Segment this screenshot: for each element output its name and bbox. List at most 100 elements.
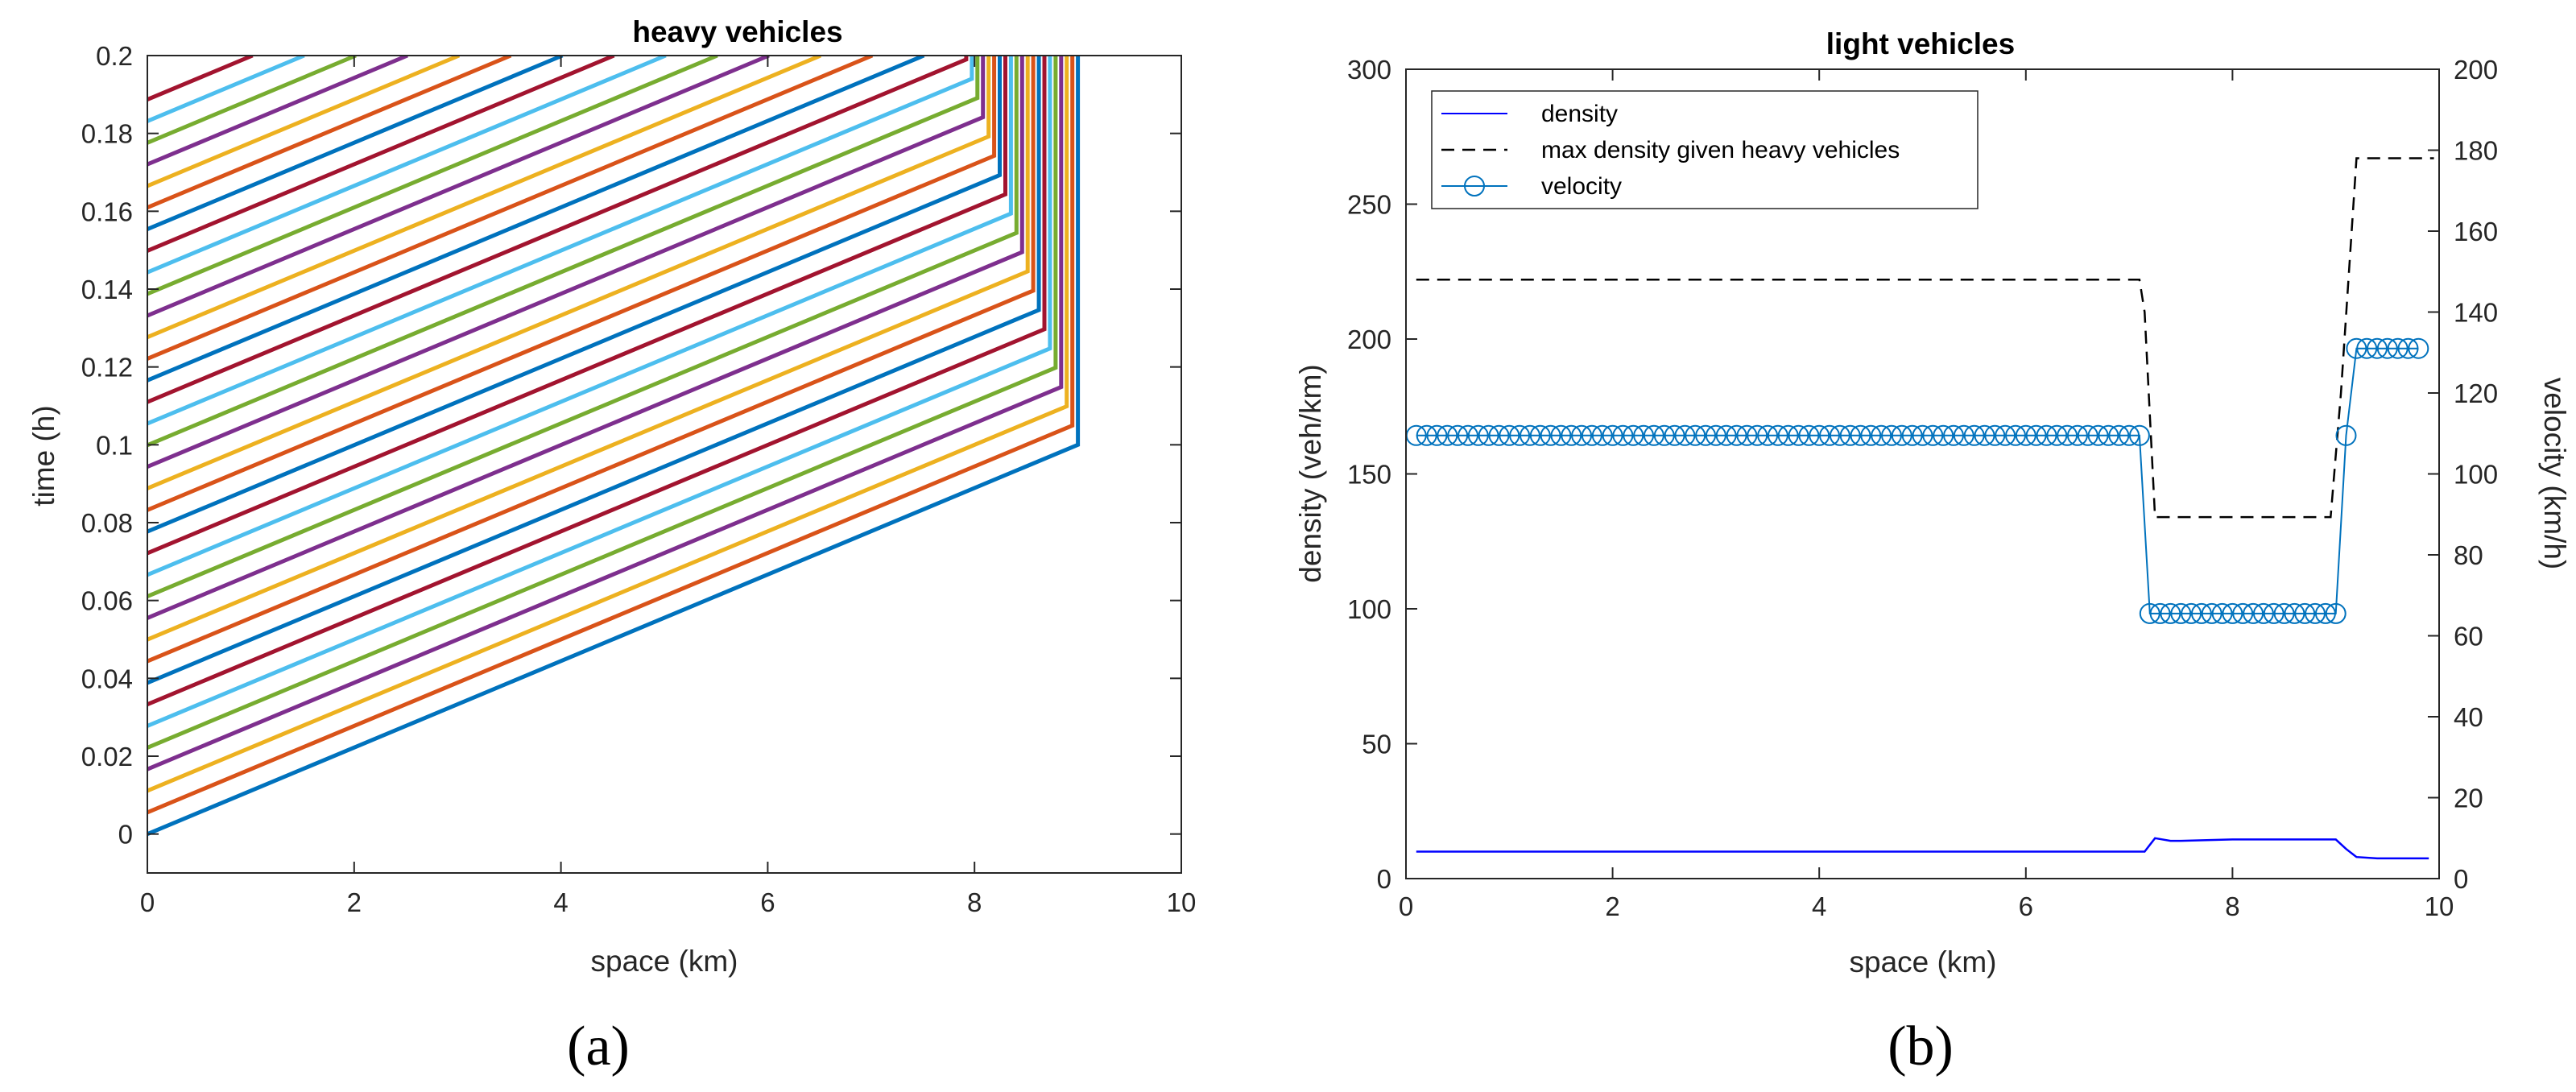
legend-box: [1431, 90, 1979, 209]
velocity-point: [2036, 424, 2057, 446]
velocity-point: [1747, 424, 1768, 446]
velocity-point: [1963, 424, 1985, 446]
velocity-point: [2170, 602, 2192, 624]
chart-a-y-tick-label: 0.02: [81, 742, 133, 771]
velocity-point: [1458, 424, 1478, 446]
chart-a-title: heavy vehicles: [632, 15, 842, 48]
velocity-point: [1953, 424, 1974, 446]
chart-b-x-tick-label: 10: [2425, 891, 2454, 921]
chart-b-y2-tick-label: 20: [2454, 784, 2483, 813]
trajectory-line: [147, 56, 1019, 598]
chart-a-y-tick-label: 0.04: [81, 664, 133, 693]
velocity-point: [1839, 424, 1861, 446]
legend-label-density: density: [1541, 101, 1618, 127]
trajectory-line: [147, 56, 1069, 793]
chart-a-y-tick-label: 0.16: [81, 196, 133, 226]
velocity-point: [2160, 602, 2181, 624]
velocity-point: [1891, 424, 1912, 446]
chart-a-y-tick-label: 0.06: [81, 586, 133, 616]
trajectory-line: [147, 56, 1081, 837]
velocity-point: [2149, 602, 2171, 624]
velocity-point: [1705, 424, 1726, 446]
trajectory-line: [147, 56, 1058, 750]
velocity-point: [2367, 337, 2388, 359]
chart-b-y2-tick-label: 120: [2454, 378, 2498, 408]
velocity-point: [1664, 424, 1685, 446]
velocity-point: [1529, 424, 1551, 446]
chart-b-y2-tick-label: 0: [2454, 864, 2468, 894]
velocity-point: [2284, 602, 2305, 624]
chart-b-y2-tick-label: 180: [2454, 136, 2498, 166]
velocity-point: [2346, 337, 2367, 359]
trajectory-line: [147, 56, 408, 167]
chart-b-y2-tick-label: 100: [2454, 460, 2498, 490]
panel-b: light vehicles 0 2 4 6 8 10 05010015020025030…: [1294, 27, 2571, 1078]
velocity-point: [1819, 424, 1840, 446]
chart-b-y-ticks: 0 50 100 150 200 250 300: [1347, 55, 1417, 894]
velocity-point: [2005, 424, 2026, 446]
chart-a-x-label: space (km): [591, 945, 738, 978]
trajectory-line: [147, 56, 974, 426]
velocity-point: [2190, 602, 2212, 624]
velocity-point: [2408, 337, 2429, 359]
chart-a-x-tick-label: 10: [1167, 887, 1197, 917]
legend-label-max-density: max density given heavy vehicles: [1541, 137, 1900, 163]
velocity-point: [1788, 424, 1809, 446]
chart-a-x-tick-label: 4: [553, 887, 568, 917]
chart-a-trajectories: [147, 56, 1081, 837]
velocity-point: [2201, 602, 2222, 624]
chart-a-y-tick-label: 0: [118, 820, 133, 850]
velocity-point: [1922, 424, 1944, 446]
velocity-point: [2087, 424, 2109, 446]
velocity-point: [1653, 424, 1675, 446]
chart-a-x-ticks: 0 2 4 6 8 10: [140, 56, 1197, 917]
chart-b-plot-area: [1406, 157, 2434, 860]
chart-b-y2-tick-label: 200: [2454, 55, 2498, 85]
velocity-point: [2108, 424, 2130, 446]
chart-b-x-tick-label: 4: [1812, 891, 1826, 921]
velocity-point: [2077, 424, 2098, 446]
trajectory-line: [147, 56, 305, 123]
velocity-point: [2263, 602, 2284, 624]
velocity-point: [1561, 424, 1582, 446]
trajectory-line: [147, 56, 980, 448]
velocity-point: [2243, 602, 2264, 624]
velocity-point: [2057, 424, 2078, 446]
velocity-point: [2387, 337, 2409, 359]
trajectory-line: [147, 56, 512, 210]
velocity-point: [1860, 424, 1882, 446]
velocity-point: [2314, 602, 2336, 624]
velocity-point: [2139, 602, 2160, 624]
velocity-point: [1581, 424, 1602, 446]
chart-a-y-ticks: 0 0.02 0.04 0.06 0.08 0.1 0.12 0.14 0.16 0.18 0.2: [81, 41, 1181, 850]
chart-b-y2-tick-label: 40: [2454, 702, 2483, 732]
velocity-point: [2273, 602, 2295, 624]
trajectory-line: [147, 56, 357, 145]
legend-label-velocity: velocity: [1541, 173, 1622, 200]
chart-b-y-tick-label: 150: [1347, 460, 1391, 490]
velocity-point: [1488, 424, 1510, 446]
velocity-point: [2376, 337, 2398, 359]
trajectory-line: [147, 56, 1052, 728]
trajectory-line: [147, 56, 1075, 815]
chart-a-x-tick-label: 6: [760, 887, 775, 917]
velocity-point: [1602, 424, 1623, 446]
trajectory-line: [147, 56, 969, 404]
velocity-point: [2232, 602, 2254, 624]
velocity-point: [2305, 602, 2326, 624]
chart-a-x-tick-label: 2: [347, 887, 362, 917]
velocity-point: [2211, 602, 2233, 624]
panel-a: heavy vehicles 0 2 4 6 8 10 0 0.02 0.04 0.06 0.08…: [27, 15, 1196, 1078]
trajectory-line: [147, 56, 1030, 642]
velocity-point: [2325, 602, 2347, 624]
velocity-point: [1736, 424, 1758, 446]
velocity-point: [1726, 424, 1747, 446]
trajectory-line: [147, 56, 770, 318]
velocity-point: [1467, 424, 1489, 446]
trajectory-line: [147, 56, 1041, 685]
chart-a-y-tick-label: 0.08: [81, 508, 133, 538]
velocity-point: [2025, 424, 2047, 446]
velocity-point: [1933, 424, 1954, 446]
velocity-point: [1571, 424, 1593, 446]
